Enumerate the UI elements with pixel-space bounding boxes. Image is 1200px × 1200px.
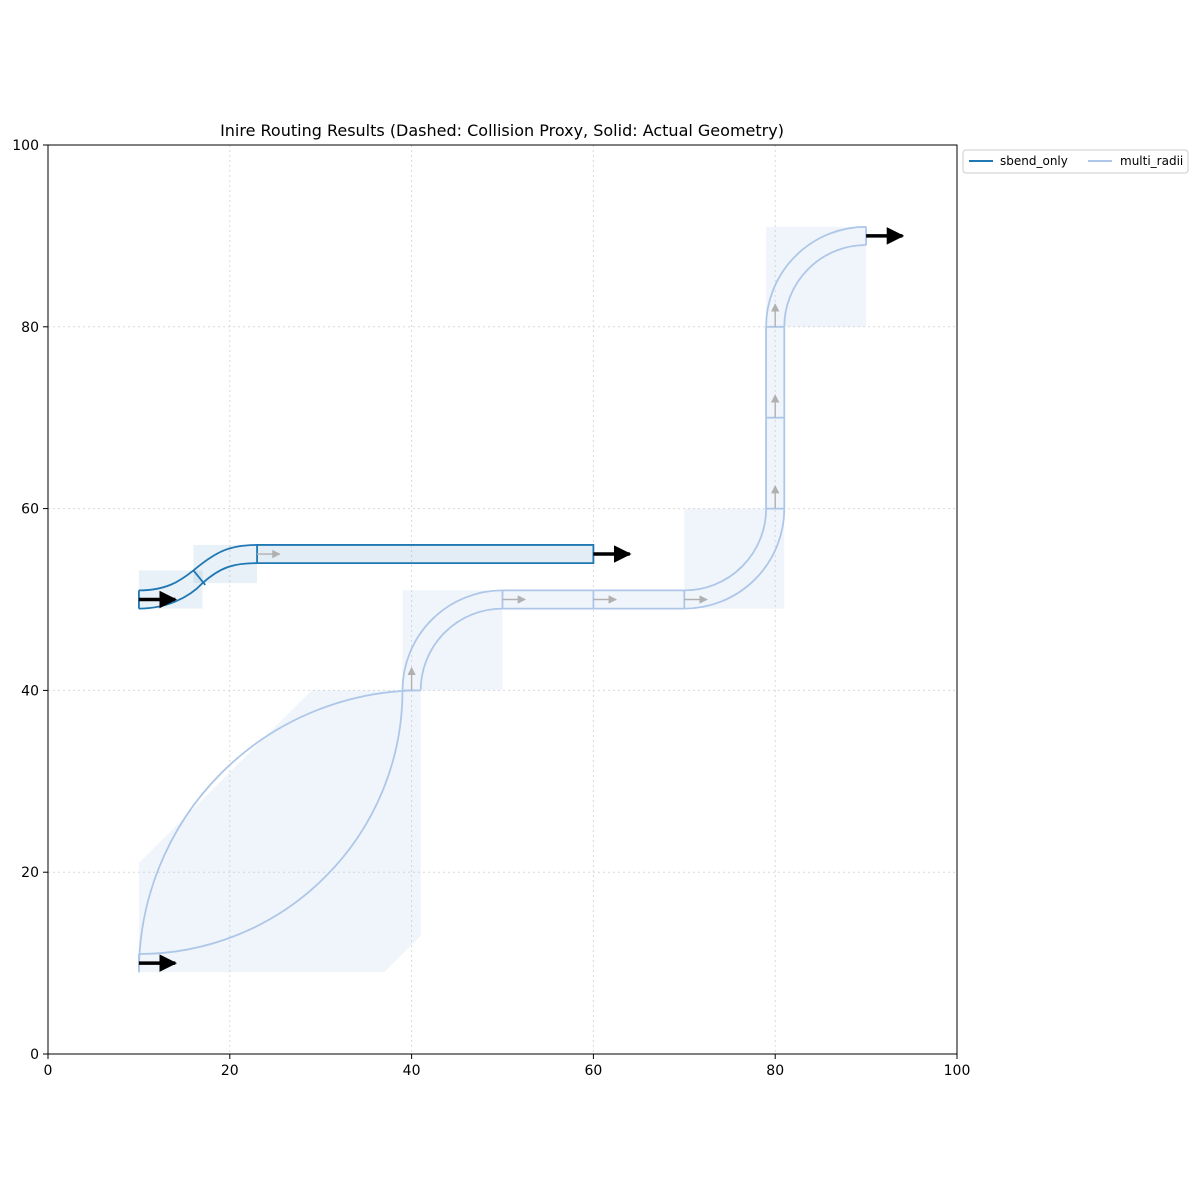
- x-tick-label: 40: [403, 1063, 421, 1079]
- legend-frame: [962, 149, 1189, 174]
- multi-radii-bend-3-outer: [684, 508, 768, 592]
- collision-proxy-fills: [138, 226, 867, 973]
- sbend-straight: [256, 544, 595, 565]
- multi-radii-bend-1-outer: [138, 690, 404, 955]
- multi-radii-bend-4-inner: [783, 244, 867, 327]
- legend-label-sbend-only: sbend_only: [1000, 154, 1068, 168]
- axis-ticks: 0 20 40 60 80 100 0 20 40 60 80 100: [12, 138, 970, 1079]
- proxy-sbend-straight: [257, 544, 594, 564]
- legend: sbend_only multi_radii: [962, 149, 1189, 174]
- multi-radii-bend-4-outer: [765, 225, 867, 327]
- legend-label-multi-radii: multi_radii: [1120, 154, 1183, 168]
- y-tick-label: 100: [12, 138, 39, 154]
- y-tick-label: 0: [30, 1047, 39, 1063]
- route-geometry: [138, 225, 867, 973]
- x-tick-label: 60: [584, 1063, 602, 1079]
- multi-radii-bend-2-outer: [401, 589, 503, 691]
- plot-area-frame: [47, 144, 958, 1055]
- y-tick-label: 80: [21, 320, 39, 336]
- x-tick-label: 0: [44, 1063, 53, 1079]
- proxy-bend-2: [402, 590, 503, 691]
- y-tick-label: 20: [21, 865, 39, 881]
- x-tick-label: 100: [944, 1063, 971, 1079]
- y-tick-label: 60: [21, 502, 39, 518]
- proxy-bend-3: [684, 508, 785, 609]
- multi-radii-bend-2-inner: [419, 607, 503, 691]
- sbend-upper-edge: [138, 544, 258, 592]
- multi-radii-bend-3-inner: [684, 508, 786, 610]
- x-tick-label: 20: [221, 1063, 239, 1079]
- proxy-bend-4: [766, 226, 867, 327]
- grid-lines: [48, 145, 957, 1054]
- port-arrows: [138, 227, 905, 972]
- chart-title: Inire Routing Results (Dashed: Collision…: [220, 121, 784, 140]
- x-tick-label: 80: [766, 1063, 784, 1079]
- y-tick-label: 40: [21, 683, 39, 699]
- multi-radii-bend-1-inner: [138, 689, 421, 973]
- proxy-bend-large: [138, 690, 421, 973]
